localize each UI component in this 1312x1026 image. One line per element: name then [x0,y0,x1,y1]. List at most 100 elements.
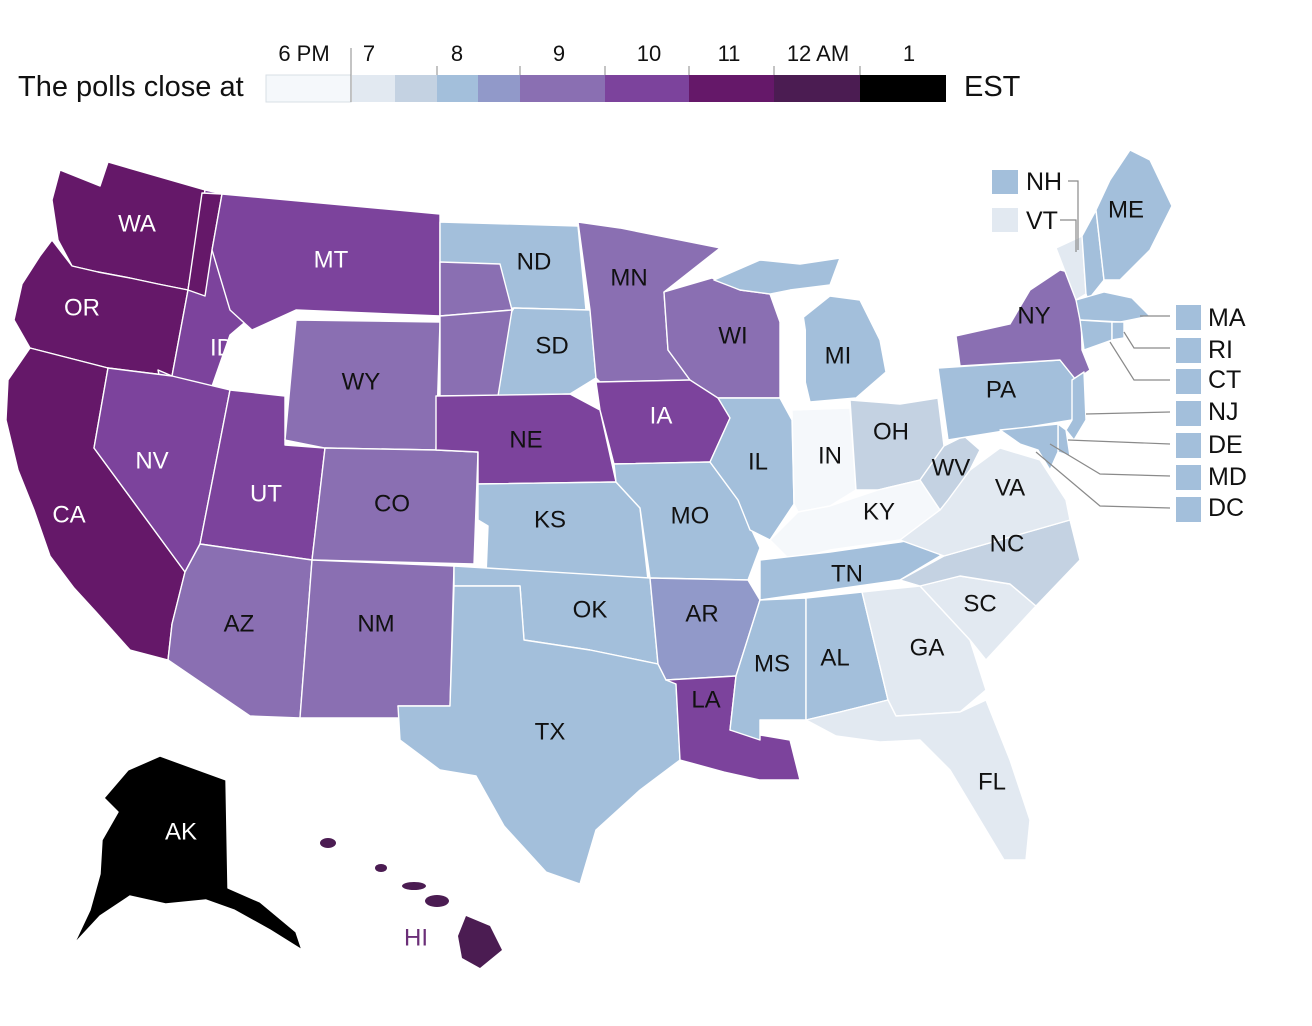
state-nm[interactable] [299,559,455,719]
legend-swatch-1 [860,75,946,102]
label-az: AZ [224,610,255,637]
label-co: CO [374,490,410,517]
legend-swatch-7 [352,75,395,102]
alaska[interactable] [73,755,303,951]
label-sc: SC [963,590,996,617]
label-nd: ND [517,248,552,275]
label-ok: OK [573,596,608,623]
inset-swatch-de [1176,433,1201,458]
label-fl: FL [978,768,1006,795]
label-nm: NM [357,610,394,637]
state-nd-west[interactable] [439,261,513,317]
inset-swatch-vt [992,208,1018,232]
inset-label-ct: CT [1208,366,1241,394]
hawaii-molokai[interactable] [402,882,426,890]
state-labels: WA OR CA ID MT NV UT AZ WY CO NM ND SD N… [52,196,1144,951]
state-tx[interactable] [397,585,681,885]
legend-tick-8: 8 [451,41,463,66]
leader-vt [1060,219,1077,252]
small-state-inset: NH VT MA RI CT NJ DE MD DC [992,168,1247,522]
label-wi: WI [718,322,747,349]
state-ri[interactable] [1111,321,1125,341]
leader-nj [1085,411,1171,415]
legend: The polls close at 6 PM 7 8 9 10 11 12 A… [18,41,1021,103]
hawaii-oahu[interactable] [375,864,387,872]
legend-tick-12am: 12 AM [787,41,849,66]
inset-label-vt: VT [1026,207,1058,235]
label-or: OR [64,294,100,321]
label-ut: UT [250,480,282,507]
leader-dc [1035,451,1171,509]
state-mi-upper[interactable] [713,257,841,295]
label-ny: NY [1017,302,1050,329]
legend-swatch-12am [774,75,860,102]
inset-label-nj: NJ [1208,398,1239,426]
inset-label-nh: NH [1026,168,1062,196]
inset-swatch-nh [992,170,1018,194]
label-ak: AK [165,818,197,845]
label-ar: AR [685,600,718,627]
label-mo: MO [671,502,710,529]
legend-tick-9: 9 [553,41,565,66]
label-ca: CA [52,501,85,528]
state-fl[interactable] [805,699,1031,861]
inset-label-ri: RI [1208,336,1233,364]
legend-title: The polls close at [18,71,244,103]
legend-swatch-11 [689,75,774,102]
label-wy: WY [342,368,381,395]
label-in: IN [818,442,842,469]
state-ny[interactable] [955,269,1091,381]
label-me: ME [1108,196,1144,223]
state-me[interactable] [1095,149,1173,281]
inset-swatch-nj [1176,401,1201,426]
legend-unit: EST [964,71,1021,103]
label-al: AL [820,644,849,671]
leader-md [1049,443,1171,477]
label-tn: TN [831,560,863,587]
label-wa: WA [118,210,156,237]
inset-swatch-ri [1176,338,1201,363]
state-il[interactable] [709,397,795,541]
inset-swatch-md [1176,465,1201,490]
label-la: LA [691,686,720,713]
state-co[interactable] [311,447,479,565]
label-id: ID [210,334,234,361]
inset-label-de: DE [1208,431,1243,459]
leader-ct [1109,341,1170,381]
hawaii-kauai[interactable] [320,838,336,848]
legend-tick-7: 7 [363,41,375,66]
legend-swatch-730 [395,75,437,102]
label-nc: NC [990,530,1025,557]
leader-nh [1068,180,1079,250]
state-ct[interactable] [1079,319,1113,351]
states-layer [5,149,1173,885]
label-mn: MN [610,264,647,291]
leader-ri [1123,331,1170,349]
label-oh: OH [873,418,909,445]
label-ky: KY [863,498,895,525]
state-ma[interactable] [1075,291,1151,323]
leader-de [1067,439,1171,445]
state-wv[interactable] [919,435,981,511]
hawaii[interactable] [320,838,502,968]
inset-swatch-ct [1176,369,1201,394]
label-mt: MT [314,246,349,273]
label-ia: IA [650,402,673,429]
state-ak[interactable] [73,755,303,951]
legend-swatch-9 [520,75,605,102]
state-ms[interactable] [729,597,807,741]
label-wv: WV [932,454,971,481]
label-sd: SD [535,332,568,359]
legend-swatch-830 [478,75,520,102]
hawaii-maui[interactable] [425,895,449,907]
state-id-north[interactable] [187,192,223,297]
legend-swatch-8 [437,75,478,102]
label-ks: KS [534,506,566,533]
label-va: VA [995,474,1025,501]
label-tx: TX [535,718,566,745]
hawaii-big-island[interactable] [458,916,502,968]
lake-michigan [786,290,806,410]
legend-swatch-10 [605,75,689,102]
inset-label-ma: MA [1208,304,1246,332]
label-hi: HI [404,924,428,951]
